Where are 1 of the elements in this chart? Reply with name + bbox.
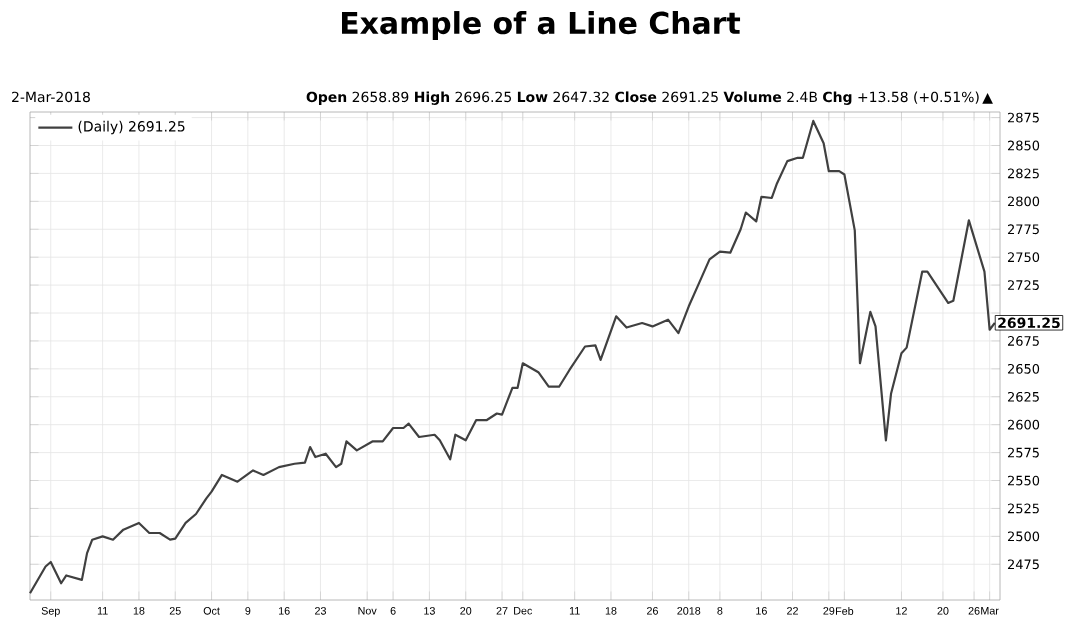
chart-title: Example of a Line Chart: [342, 11, 741, 40]
